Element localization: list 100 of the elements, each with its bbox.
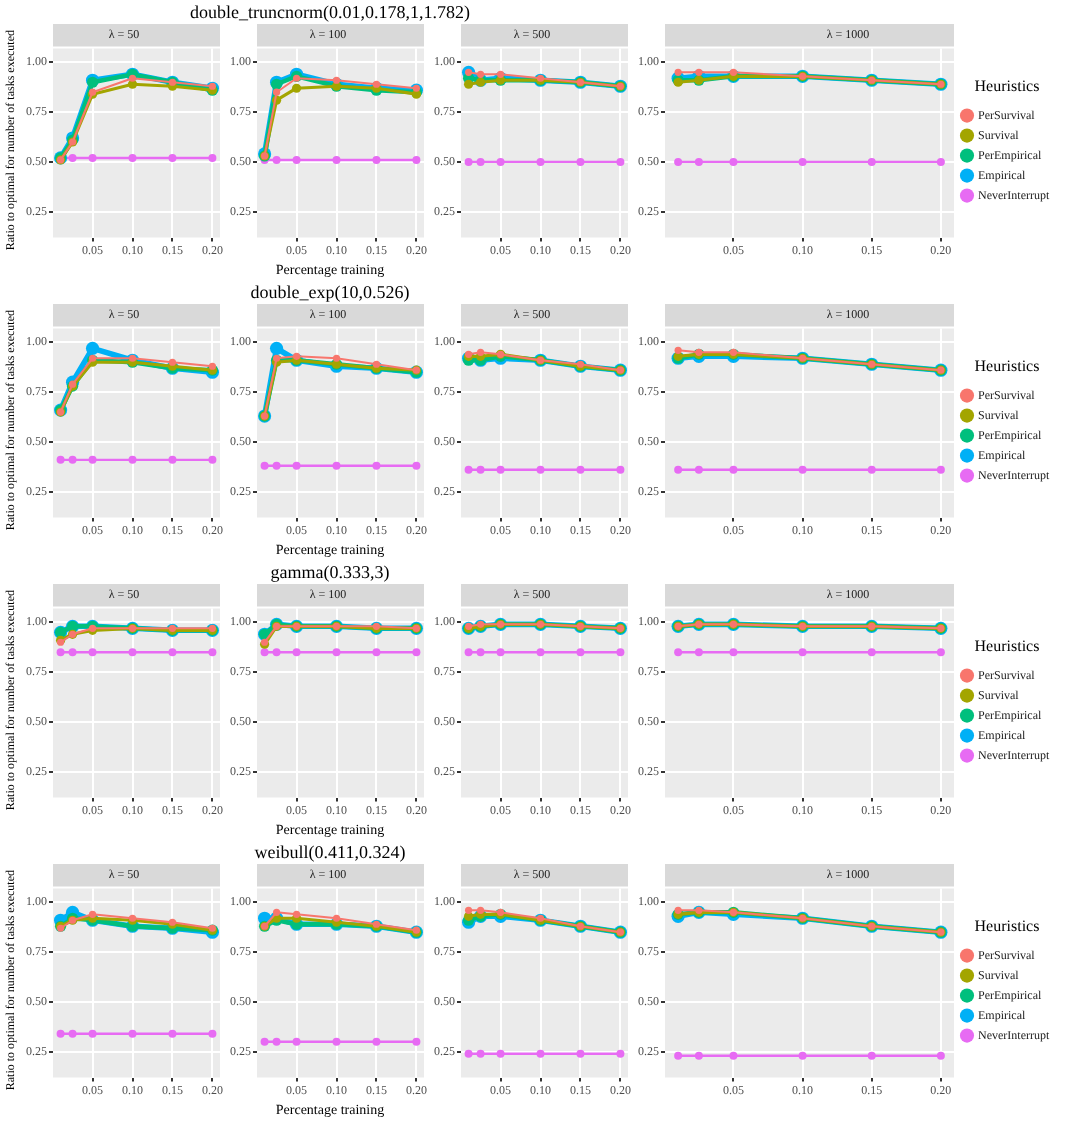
point xyxy=(128,354,137,362)
point xyxy=(272,155,281,164)
point xyxy=(128,153,137,162)
point xyxy=(694,1051,703,1060)
point xyxy=(476,70,485,78)
point xyxy=(936,648,945,657)
point xyxy=(464,906,473,914)
point xyxy=(68,1029,77,1038)
point xyxy=(372,360,381,368)
point xyxy=(674,648,683,657)
point xyxy=(332,1037,341,1046)
point xyxy=(536,157,545,166)
point xyxy=(56,648,65,657)
point xyxy=(292,155,301,164)
point xyxy=(412,648,421,657)
point xyxy=(616,1049,625,1058)
point xyxy=(372,80,381,88)
point xyxy=(476,157,485,166)
point xyxy=(260,1037,269,1046)
point xyxy=(674,906,682,914)
point xyxy=(694,465,703,474)
point xyxy=(128,648,137,657)
point xyxy=(412,461,421,470)
point xyxy=(464,648,473,657)
text: double_truncnorm(0.01,0.178,1,1.782) xyxy=(190,0,470,24)
point xyxy=(332,76,341,84)
point xyxy=(85,341,100,355)
point xyxy=(674,465,683,474)
point xyxy=(168,648,177,657)
point xyxy=(936,465,945,474)
point xyxy=(476,348,485,356)
point xyxy=(272,648,281,657)
point xyxy=(616,157,625,166)
point xyxy=(674,1051,683,1060)
point xyxy=(576,1049,585,1058)
point xyxy=(867,465,876,474)
point xyxy=(412,155,421,164)
point xyxy=(332,914,341,922)
point xyxy=(272,1037,281,1046)
legend-title: Heuristics xyxy=(974,356,1040,375)
point xyxy=(536,648,545,657)
point xyxy=(208,648,217,657)
point xyxy=(372,461,381,470)
point xyxy=(616,648,625,657)
text: weibull(0.411,0.324) xyxy=(254,840,406,864)
point xyxy=(260,461,269,470)
point xyxy=(208,153,217,162)
point xyxy=(332,648,341,657)
point xyxy=(168,1029,177,1038)
point xyxy=(88,648,97,657)
point xyxy=(372,648,381,657)
point xyxy=(729,157,738,166)
point xyxy=(867,648,876,657)
point xyxy=(798,465,807,474)
point xyxy=(332,461,341,470)
point xyxy=(88,910,97,918)
point xyxy=(168,455,177,464)
point xyxy=(798,648,807,657)
point xyxy=(88,153,97,162)
point xyxy=(208,1029,217,1038)
point xyxy=(332,354,341,362)
point xyxy=(464,157,473,166)
point xyxy=(292,1037,301,1046)
point xyxy=(272,461,281,470)
point xyxy=(291,83,302,93)
point xyxy=(476,1049,485,1058)
point xyxy=(464,465,473,474)
point xyxy=(292,352,301,360)
point xyxy=(272,908,281,916)
point xyxy=(208,82,217,90)
point xyxy=(496,157,505,166)
point xyxy=(68,153,77,162)
point xyxy=(476,906,485,914)
point xyxy=(168,153,177,162)
point xyxy=(272,88,281,96)
text: double_exp(10,0.526) xyxy=(250,280,410,304)
point xyxy=(332,155,341,164)
point xyxy=(694,648,703,657)
point xyxy=(694,157,703,166)
point xyxy=(496,465,505,474)
point xyxy=(208,362,217,370)
point xyxy=(616,465,625,474)
point xyxy=(208,455,217,464)
point xyxy=(729,648,738,657)
point xyxy=(695,68,703,76)
point xyxy=(674,68,682,76)
point xyxy=(729,1051,738,1060)
point xyxy=(476,648,485,657)
point xyxy=(56,455,65,464)
point xyxy=(464,1049,473,1058)
point xyxy=(412,84,421,92)
point xyxy=(68,648,77,657)
point xyxy=(729,465,738,474)
point xyxy=(128,455,137,464)
point xyxy=(496,648,505,657)
point xyxy=(536,465,545,474)
point xyxy=(798,157,807,166)
point xyxy=(68,455,77,464)
point xyxy=(674,346,682,354)
point xyxy=(372,1037,381,1046)
